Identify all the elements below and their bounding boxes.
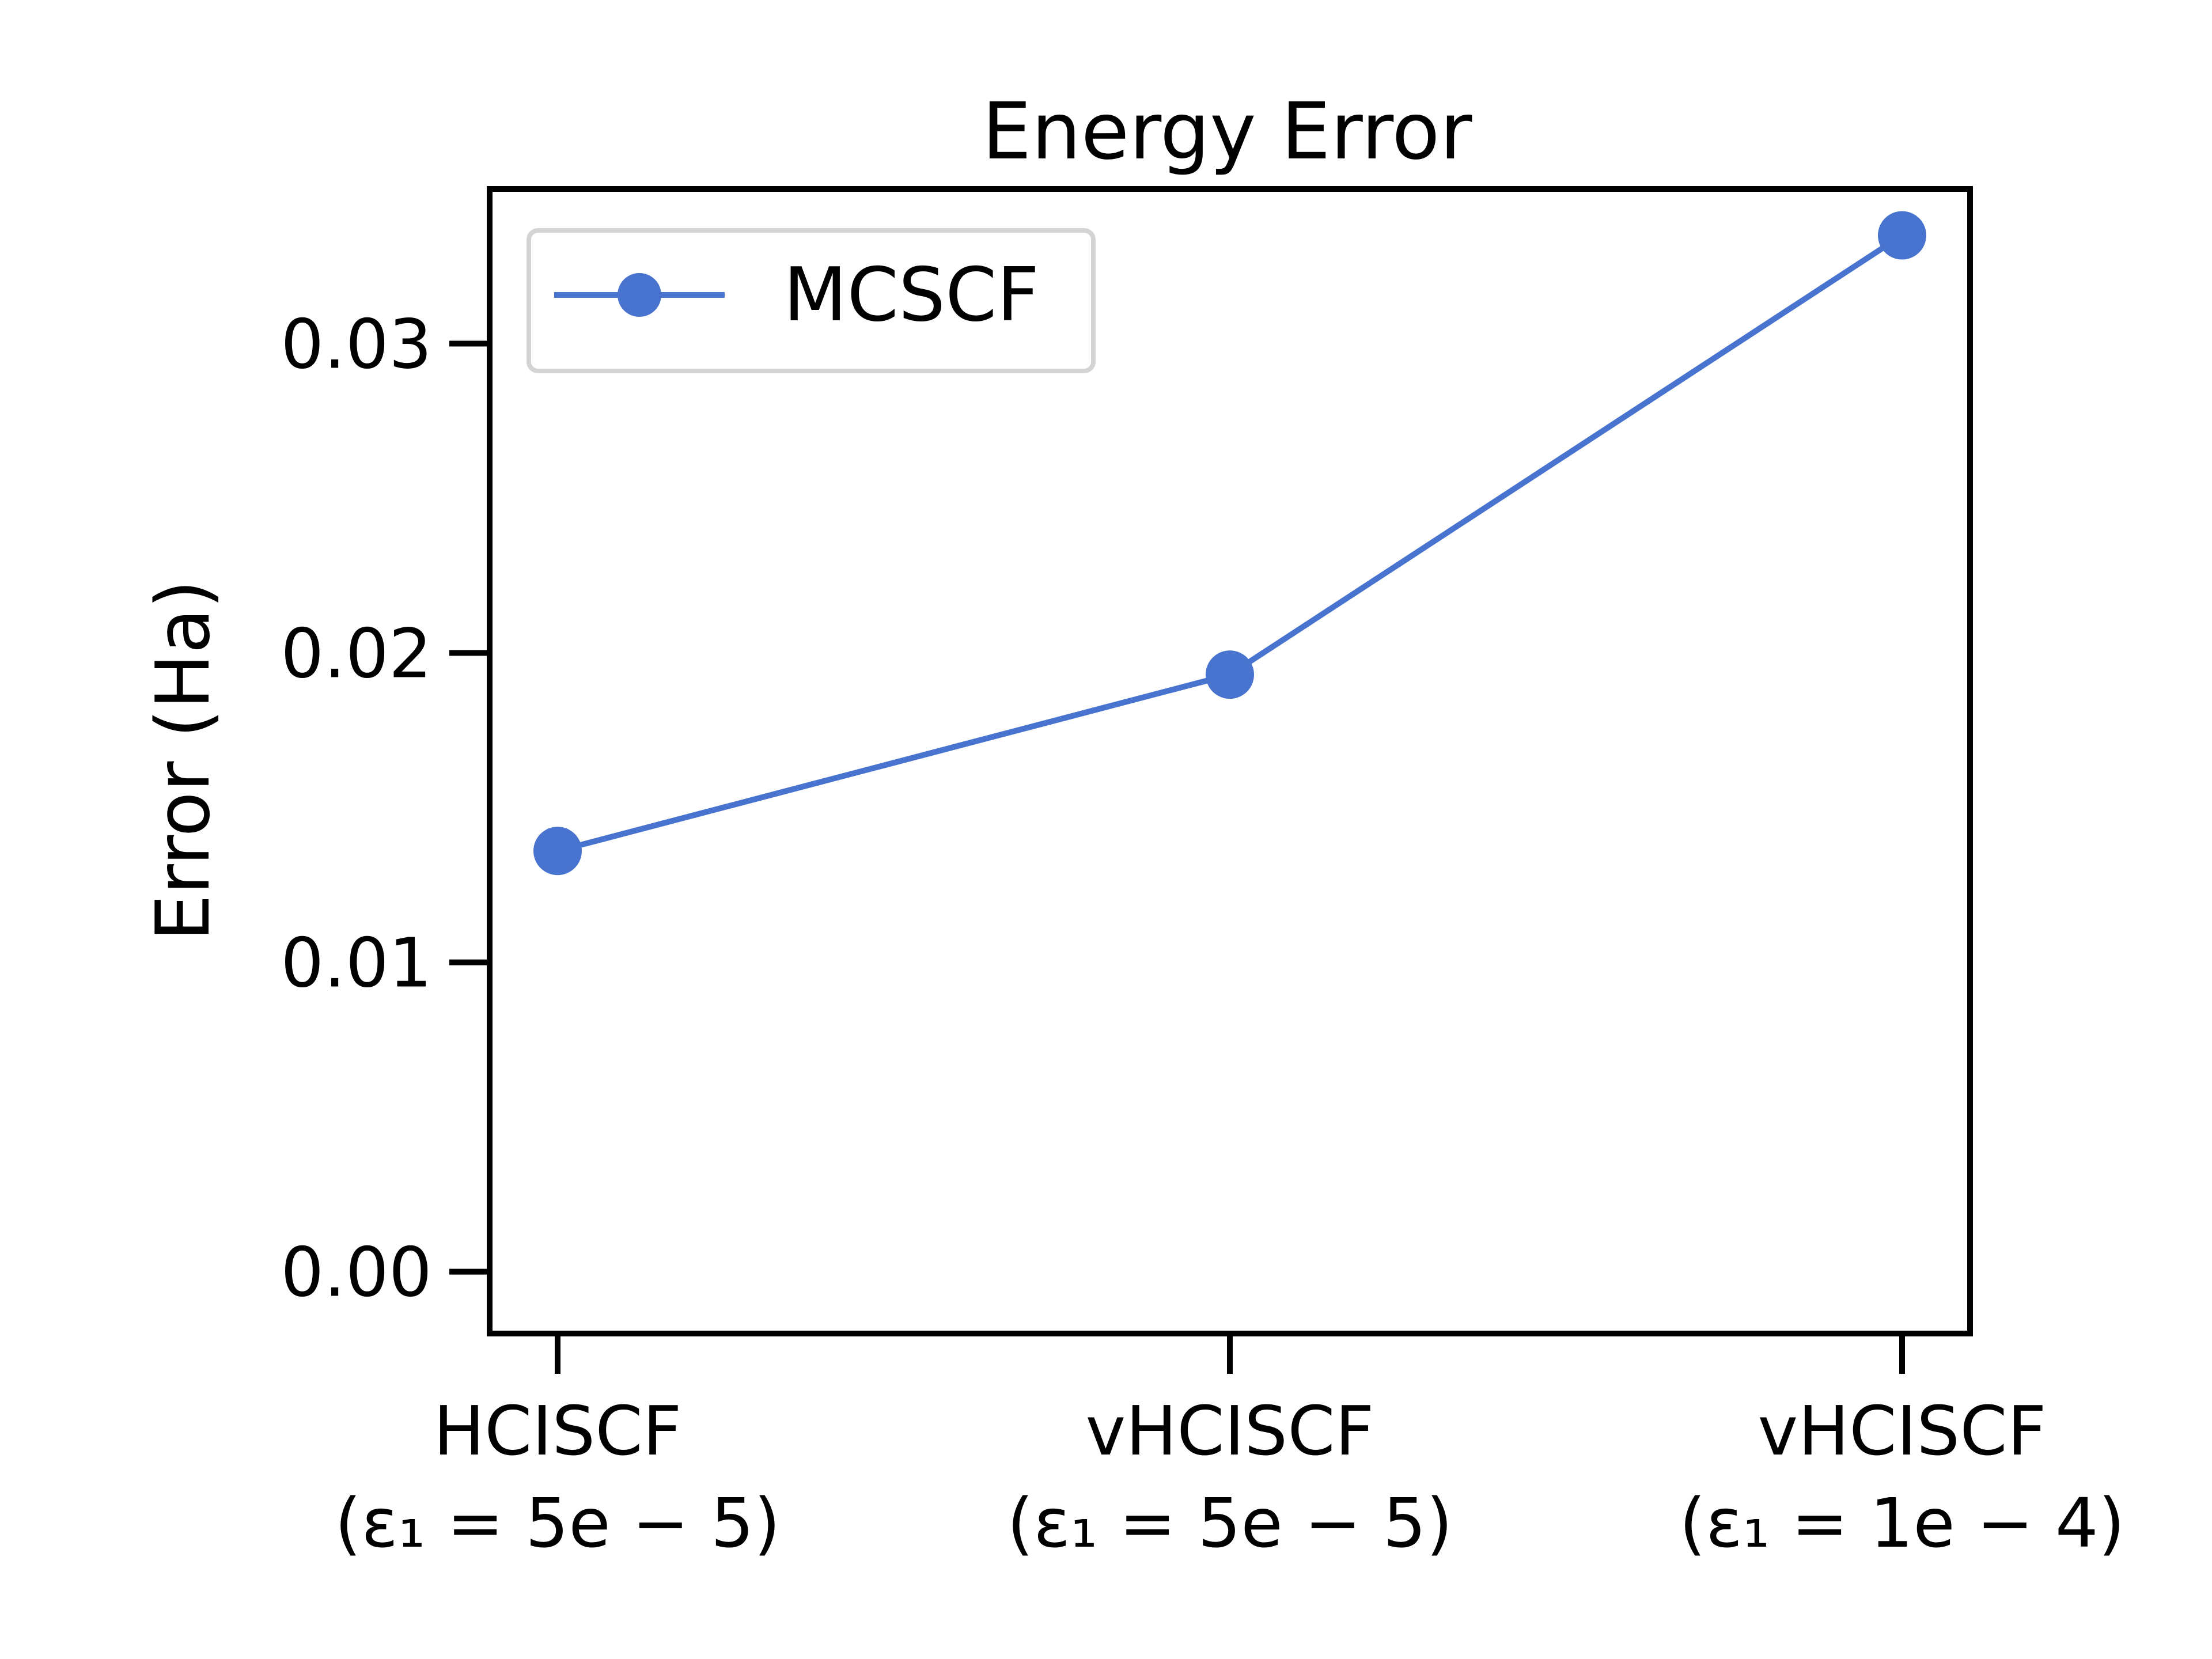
plot-frame [487, 186, 1973, 1336]
x-tick-label: HCISCF [433, 1391, 681, 1471]
data-point-mcscf [1878, 211, 1926, 260]
y-axis-label: Error (Ha) [141, 579, 226, 941]
y-tick-label: 0.00 [281, 1233, 432, 1312]
chart-title: Energy Error [982, 86, 1472, 177]
y-axis-ticks: 0.00 0.01 0.02 0.03 [281, 305, 490, 1312]
x-tick-label: vHCISCF [1758, 1391, 2047, 1471]
legend-box [527, 228, 1096, 373]
y-tick-label: 0.03 [281, 305, 432, 384]
x-axis-ticks: HCISCF (ε₁ = 5e − 5) vHCISCF (ε₁ = 5e − 5) v… [335, 1334, 2125, 1563]
x-tick-sublabel: (ε₁ = 5e − 5) [1007, 1483, 1453, 1563]
x-tick-sublabel: (ε₁ = 1e − 4) [1679, 1483, 2125, 1563]
data-point-mcscf [533, 827, 582, 876]
y-tick-label: 0.01 [281, 923, 432, 1003]
plot-series [533, 211, 1926, 876]
x-tick-label: vHCISCF [1086, 1391, 1374, 1471]
x-tick-sublabel: (ε₁ = 5e − 5) [335, 1483, 781, 1563]
legend-entry-mcscf: MCSCF [783, 252, 1039, 338]
legend: MCSCF [527, 228, 1096, 373]
data-point-mcscf [1206, 650, 1254, 699]
legend-marker-swatch [618, 273, 661, 317]
y-tick-label: 0.02 [281, 614, 432, 694]
